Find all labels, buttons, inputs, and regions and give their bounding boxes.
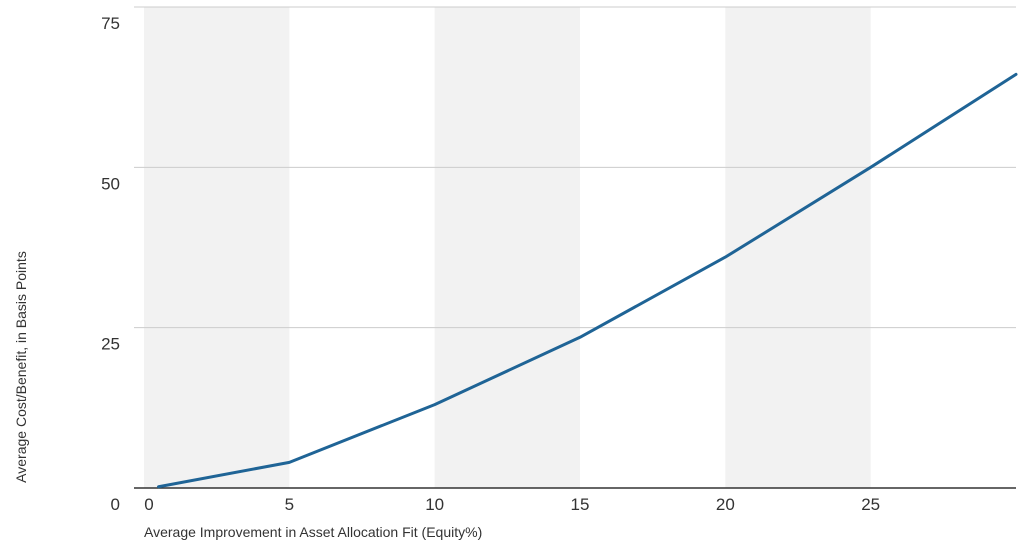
x-tick-label: 20 [716, 495, 735, 514]
shaded-band-2 [725, 7, 871, 488]
y-tick-label: 0 [111, 495, 120, 514]
shaded-band-0 [144, 7, 290, 488]
y-tick-labels: 0 25 50 75 [101, 14, 120, 514]
x-tick-labels: 0 5 10 15 20 25 [144, 495, 880, 514]
series-line-0 [157, 72, 1018, 489]
x-tick-label: 10 [425, 495, 444, 514]
x-axis-title: Average Improvement in Asset Allocation … [144, 524, 482, 540]
x-tick-label: 15 [571, 495, 590, 514]
x-tick-label: 25 [861, 495, 880, 514]
y-tick-label: 75 [101, 14, 120, 33]
x-tick-label: 5 [285, 495, 294, 514]
shaded-bands [144, 7, 871, 488]
x-tick-label: 0 [144, 495, 153, 514]
y-axis-title: Average Cost/Benefit, in Basis Points [13, 251, 29, 483]
y-tick-label: 50 [101, 174, 120, 193]
y-tick-label: 25 [101, 335, 120, 354]
shaded-band-1 [434, 7, 580, 488]
series-group [157, 72, 1018, 489]
